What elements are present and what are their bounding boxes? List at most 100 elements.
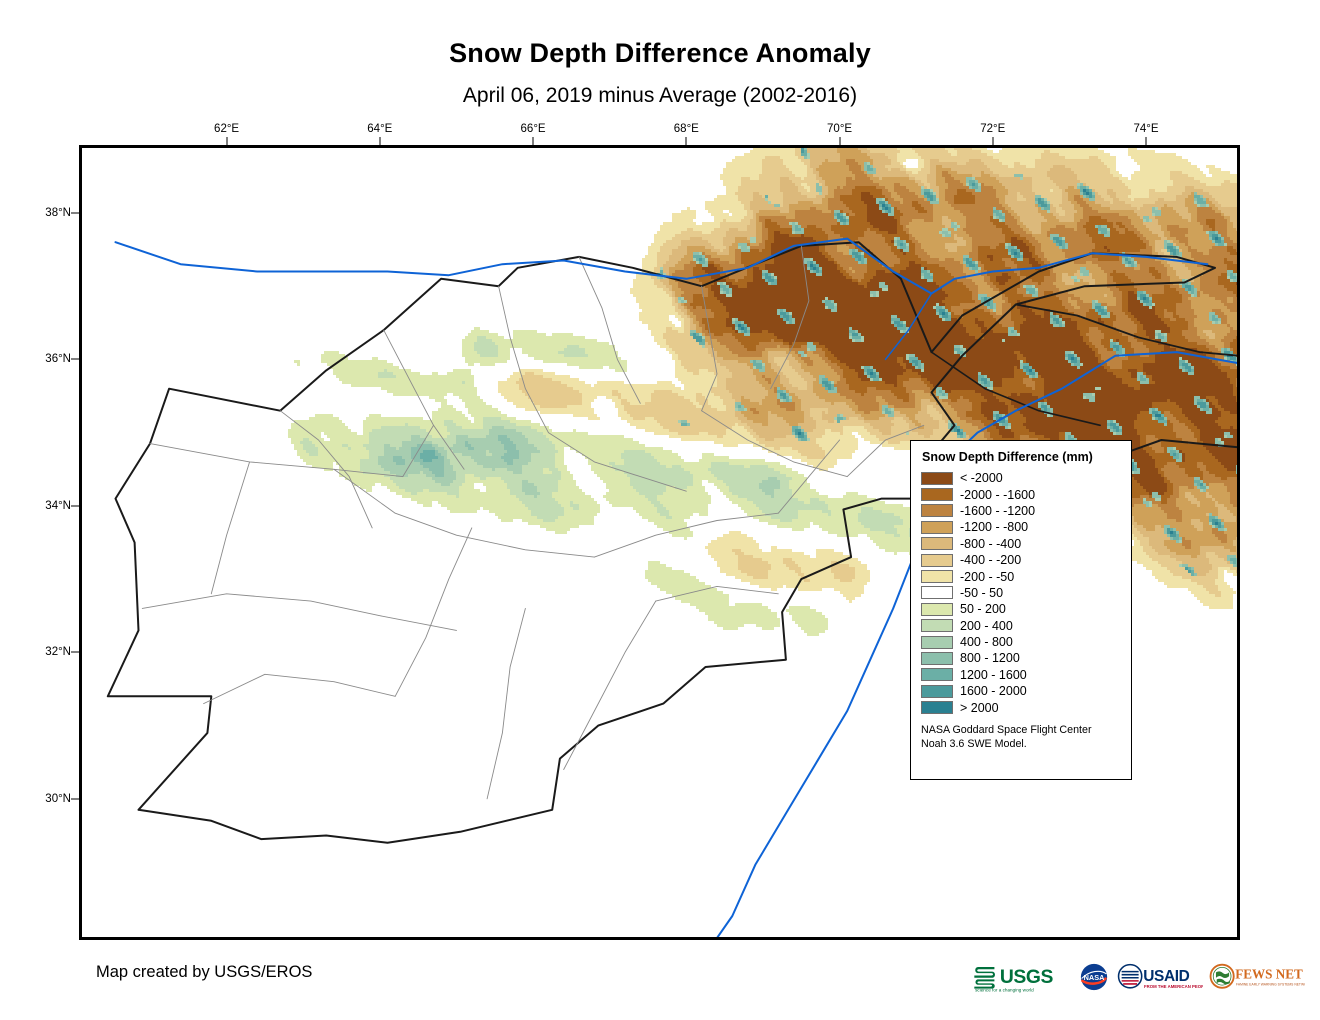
legend-row: -1600 - -1200 xyxy=(921,503,1121,519)
province-boundary-5 xyxy=(578,256,641,404)
lon-tick-mark xyxy=(1145,137,1147,146)
legend-source-note: NASA Goddard Space Flight Center Noah 3.6… xyxy=(921,724,1121,751)
legend-note-line: NASA Goddard Space Flight Center xyxy=(921,723,1092,736)
legend-label: -400 - -200 xyxy=(960,553,1022,568)
raster-class-11 xyxy=(393,147,1238,576)
river-kokcha xyxy=(884,292,933,361)
usgs-logo: USGS science for a changing world xyxy=(974,966,1054,992)
legend-note-line: Noah 3.6 SWE Model. xyxy=(921,737,1027,750)
legend-panel: Snow Depth Difference (mm) < -2000 -2000 … xyxy=(910,440,1132,780)
svg-text:FEWS NET: FEWS NET xyxy=(1236,967,1304,982)
province-boundary-20 xyxy=(402,424,434,478)
national-boundary-karakoram xyxy=(1014,303,1238,357)
legend-label: > 2000 xyxy=(960,700,999,715)
province-boundary-14 xyxy=(655,585,779,602)
lon-tick-label: 74°E xyxy=(1133,123,1159,135)
legend-class-list: < -2000 -2000 - -1600 -1600 - -1200 -1200 -… xyxy=(921,470,1121,716)
legend-label: -1600 - -1200 xyxy=(960,503,1036,518)
legend-row: -50 - 50 xyxy=(921,585,1121,601)
legend-swatch xyxy=(921,619,953,633)
province-boundary-7 xyxy=(770,245,810,390)
lon-tick-mark xyxy=(379,137,381,146)
lat-tick-label: 30°N xyxy=(45,792,71,805)
lon-tick-label: 64°E xyxy=(367,123,393,135)
legend-swatch xyxy=(921,684,953,698)
lat-tick-label: 36°N xyxy=(45,353,71,366)
lat-tick-label: 38°N xyxy=(45,206,71,219)
legend-row: 200 - 400 xyxy=(921,618,1121,634)
river-amu-darya xyxy=(114,237,1209,295)
fewsnet-logo: FEWS NET FAMINE EARLY WARNING SYSTEMS NE… xyxy=(1210,963,1305,989)
province-boundary-9 xyxy=(141,593,457,631)
province-boundary-13 xyxy=(563,600,657,770)
legend-row: 1200 - 1600 xyxy=(921,667,1121,683)
lon-tick-label: 62°E xyxy=(214,123,240,135)
province-boundary-18 xyxy=(547,432,687,492)
lat-tick-mark xyxy=(71,651,80,653)
lon-tick-label: 72°E xyxy=(980,123,1006,135)
legend-swatch xyxy=(921,520,953,534)
legend-row: > 2000 xyxy=(921,699,1121,715)
logo-bar: USGS science for a changing world NASA U… xyxy=(972,957,1305,997)
legend-swatch xyxy=(921,570,953,584)
province-boundary-10 xyxy=(203,673,396,705)
lat-tick-mark xyxy=(71,505,80,507)
province-boundary-8 xyxy=(333,468,595,558)
usaid-logo: USAID FROM THE AMERICAN PEOPLE xyxy=(1117,963,1203,989)
lon-tick-mark xyxy=(839,137,841,146)
lon-tick-label: 70°E xyxy=(827,123,853,135)
legend-label: -1200 - -800 xyxy=(960,520,1029,535)
province-boundary-6 xyxy=(701,285,718,412)
svg-text:FROM THE AMERICAN PEOPLE: FROM THE AMERICAN PEOPLE xyxy=(1144,984,1203,989)
legend-swatch xyxy=(921,586,953,600)
province-boundary-12 xyxy=(486,607,526,800)
lat-tick-mark xyxy=(71,358,80,360)
raster-class-3 xyxy=(669,147,1238,558)
legend-swatch xyxy=(921,651,953,665)
legend-swatch xyxy=(921,471,953,485)
legend-swatch xyxy=(921,635,953,649)
national-boundary-afghanistan xyxy=(106,241,1216,844)
legend-row: -800 - -400 xyxy=(921,536,1121,552)
page-subtitle: April 06, 2019 minus Average (2002-2016) xyxy=(462,84,858,107)
map-credit: Map created by USGS/EROS xyxy=(96,963,313,981)
legend-swatch xyxy=(921,701,953,715)
legend-swatch xyxy=(921,553,953,567)
legend-title: Snow Depth Difference (mm) xyxy=(922,450,1093,464)
svg-text:FAMINE EARLY WARNING SYSTEMS N: FAMINE EARLY WARNING SYSTEMS NETWORK xyxy=(1236,982,1305,986)
raster-class-8 xyxy=(288,327,939,636)
legend-swatch xyxy=(921,668,953,682)
lon-tick-label: 68°E xyxy=(673,123,699,135)
legend-row: -1200 - -800 xyxy=(921,519,1121,535)
province-boundary-21 xyxy=(210,461,251,595)
legend-swatch xyxy=(921,488,953,502)
legend-label: -50 - 50 xyxy=(960,585,1004,600)
legend-label: 1200 - 1600 xyxy=(960,667,1027,682)
legend-swatch xyxy=(921,602,953,616)
province-boundary-11 xyxy=(394,527,473,697)
legend-label: -800 - -400 xyxy=(960,536,1022,551)
lon-tick-label: 66°E xyxy=(520,123,546,135)
lat-tick-label: 32°N xyxy=(45,646,71,659)
legend-row: 50 - 200 xyxy=(921,601,1121,617)
raster-class-0 xyxy=(702,192,1238,495)
national-boundary-chitral xyxy=(930,351,1101,427)
lon-tick-mark xyxy=(685,137,687,146)
legend-row: 400 - 800 xyxy=(921,634,1121,650)
legend-label: -200 - -50 xyxy=(960,569,1015,584)
raster-class-1 xyxy=(690,186,1238,504)
lat-tick-mark xyxy=(71,212,80,214)
lon-tick-mark xyxy=(532,137,534,146)
raster-class-9 xyxy=(300,336,921,543)
legend-label: 50 - 200 xyxy=(960,602,1006,617)
province-boundary-1 xyxy=(149,443,404,478)
legend-swatch xyxy=(921,504,953,518)
legend-row: -2000 - -1600 xyxy=(921,486,1121,502)
legend-swatch xyxy=(921,537,953,551)
province-boundary-4 xyxy=(498,285,549,434)
legend-row: 800 - 1200 xyxy=(921,650,1121,666)
svg-text:USAID: USAID xyxy=(1143,968,1189,985)
page-title: Snow Depth Difference Anomaly xyxy=(449,38,871,68)
lat-tick-mark xyxy=(71,798,80,800)
